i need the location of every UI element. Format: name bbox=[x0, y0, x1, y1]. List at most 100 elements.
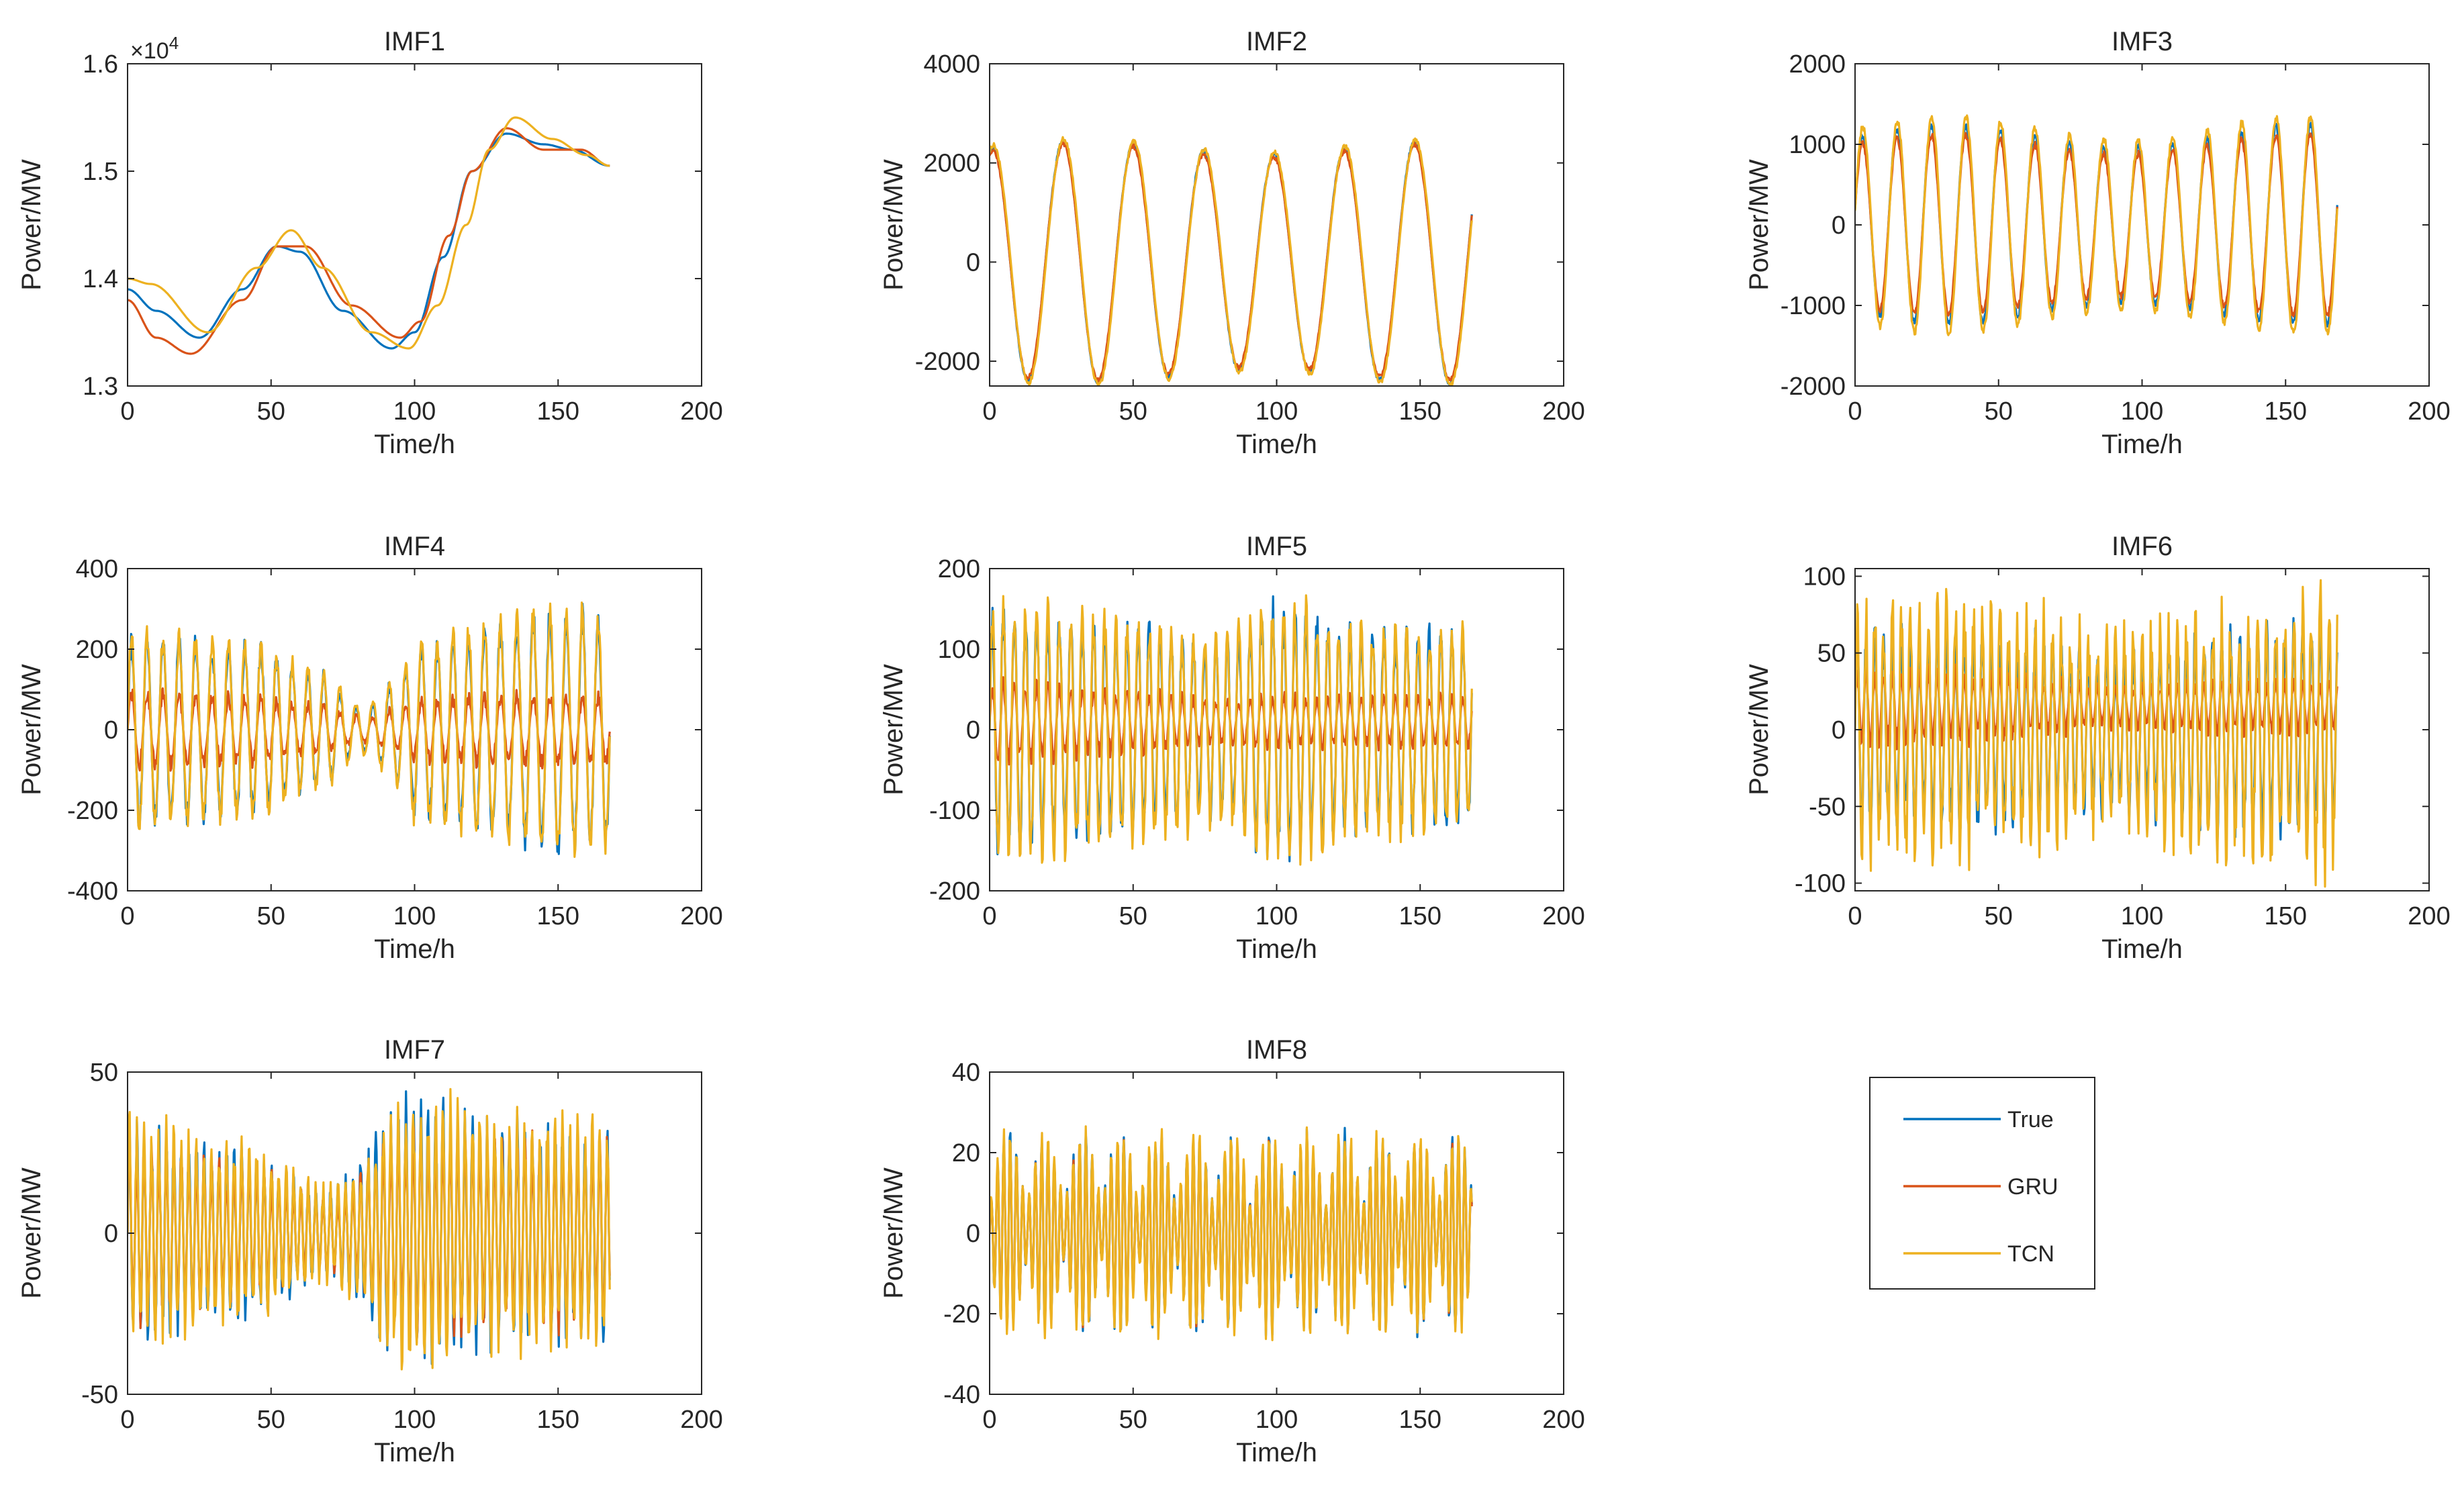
y-tick-label: 100 bbox=[1803, 563, 1846, 591]
legend-label-true: True bbox=[2007, 1107, 2054, 1132]
y-tick-label: 2000 bbox=[1789, 50, 1846, 79]
chart-title: IMF2 bbox=[1246, 27, 1307, 56]
axis-exponent-label: ×104 bbox=[130, 33, 179, 64]
y-tick-label: -2000 bbox=[915, 348, 980, 376]
y-tick-label: 1.5 bbox=[83, 158, 118, 186]
x-tick-label: 200 bbox=[680, 397, 722, 426]
y-tick-label: 1.3 bbox=[83, 373, 118, 401]
series-group bbox=[990, 1125, 1473, 1341]
x-tick-label: 100 bbox=[1255, 1406, 1298, 1434]
y-tick-label: -200 bbox=[929, 877, 980, 906]
subplot-imf6: 0 50 100 150 200 -100 -50 0 50 100 IMF6 Time/h Power… bbox=[1744, 532, 2451, 964]
y-tick-label: 0 bbox=[104, 716, 118, 744]
series-group bbox=[128, 116, 610, 355]
chart-title: IMF5 bbox=[1246, 532, 1307, 561]
chart-title: IMF4 bbox=[384, 532, 445, 561]
x-tick-label: 200 bbox=[680, 902, 722, 930]
x-tick-label: 50 bbox=[1985, 902, 2013, 930]
y-tick-label: 50 bbox=[1817, 640, 1846, 668]
series-line-tcn bbox=[128, 116, 610, 350]
x-tick-label: 150 bbox=[537, 1406, 579, 1434]
y-tick-label: 4000 bbox=[923, 50, 980, 79]
x-axis-label: Time/h bbox=[374, 934, 455, 964]
y-tick-label: 20 bbox=[952, 1139, 980, 1167]
y-tick-label: -50 bbox=[1809, 793, 1846, 821]
x-tick-label: 100 bbox=[2121, 397, 2163, 426]
plot-area bbox=[128, 64, 702, 386]
x-tick-label: 0 bbox=[1848, 397, 1862, 426]
series-group bbox=[128, 601, 611, 858]
subplot-imf4: 0 50 100 150 200 -400 -200 0 200 400 IMF4 Time/h Pow… bbox=[17, 532, 723, 964]
x-tick-label: 150 bbox=[2265, 902, 2307, 930]
series-group bbox=[128, 1088, 611, 1371]
chart-title: IMF6 bbox=[2112, 532, 2173, 561]
x-tick-label: 50 bbox=[1119, 397, 1147, 426]
x-tick-label: 0 bbox=[982, 902, 996, 930]
plot-area bbox=[128, 569, 702, 891]
y-axis-label: Power/MW bbox=[879, 159, 908, 291]
subplot-imf3: 0 50 100 150 200 -2000 -1000 0 1000 2000 IMF3 Time/… bbox=[1744, 27, 2451, 459]
x-tick-label: 200 bbox=[2408, 397, 2450, 426]
x-tick-label: 0 bbox=[1848, 902, 1862, 930]
y-tick-label: -1000 bbox=[1781, 292, 1846, 320]
x-tick-label: 100 bbox=[1255, 902, 1298, 930]
x-tick-label: 50 bbox=[257, 1406, 285, 1434]
subplot-imf1: 0 50 100 150 200 1.3 1.4 1.5 1.6 IMF1 Time/h Power/… bbox=[17, 27, 723, 459]
x-tick-label: 100 bbox=[2121, 902, 2163, 930]
x-tick-label: 0 bbox=[120, 902, 134, 930]
x-axis-label: Time/h bbox=[2101, 430, 2183, 459]
series-line-tcn bbox=[990, 136, 1473, 386]
y-tick-label: 50 bbox=[90, 1059, 118, 1087]
x-axis-label: Time/h bbox=[2101, 934, 2183, 964]
series-line-tcn bbox=[990, 594, 1473, 866]
series-line-tcn bbox=[128, 1088, 611, 1371]
subplot-imf2: 0 50 100 150 200-2000020004000IMF2Time/hPowe… bbox=[879, 27, 1585, 459]
chart-title: IMF8 bbox=[1246, 1035, 1307, 1065]
x-tick-label: 0 bbox=[982, 1406, 996, 1434]
x-axis-label: Time/h bbox=[374, 1438, 455, 1467]
y-tick-label: 1000 bbox=[1789, 131, 1846, 159]
x-axis-label: Time/h bbox=[1236, 1438, 1317, 1467]
exponent-power: 4 bbox=[169, 33, 179, 53]
y-tick-label: -400 bbox=[67, 877, 118, 906]
subplot-imf5: 0 50 100 150 200 -200 -100 0 100 200 IMF5 Time/h Pow… bbox=[879, 532, 1585, 964]
y-tick-label: -40 bbox=[943, 1381, 980, 1409]
series-line-gru bbox=[128, 127, 610, 355]
legend-label-tcn: TCN bbox=[2007, 1241, 2054, 1267]
series-group bbox=[1855, 114, 2338, 336]
series-line-tcn bbox=[1855, 114, 2338, 336]
x-tick-label: 50 bbox=[257, 397, 285, 426]
exponent-base: ×10 bbox=[130, 38, 169, 64]
y-tick-label: -200 bbox=[67, 797, 118, 825]
x-axis-label: Time/h bbox=[374, 430, 455, 459]
x-axis-label: Time/h bbox=[1236, 430, 1317, 459]
y-tick-label: 200 bbox=[938, 555, 980, 583]
y-tick-label: 400 bbox=[76, 555, 118, 583]
x-tick-label: 200 bbox=[2408, 902, 2450, 930]
legend: True GRU TCN bbox=[1869, 1077, 2095, 1290]
chart-title: IMF3 bbox=[2112, 27, 2173, 56]
y-tick-label: -100 bbox=[929, 797, 980, 825]
x-tick-label: 200 bbox=[680, 1406, 722, 1434]
series-line-tcn bbox=[128, 601, 611, 858]
y-tick-label: 0 bbox=[1832, 211, 1846, 240]
y-tick-label: 1.6 bbox=[83, 50, 118, 79]
y-tick-label: 0 bbox=[966, 716, 980, 744]
x-axis-label: Time/h bbox=[1236, 934, 1317, 964]
series-group bbox=[990, 594, 1473, 866]
series-line-tcn bbox=[990, 1125, 1473, 1341]
y-tick-label: 40 bbox=[952, 1059, 980, 1087]
y-tick-label: -50 bbox=[81, 1381, 118, 1409]
y-tick-label: 0 bbox=[1832, 716, 1846, 744]
series-line-tcn bbox=[1855, 579, 2338, 888]
legend-label-gru: GRU bbox=[2007, 1174, 2058, 1200]
x-tick-label: 0 bbox=[982, 397, 996, 426]
x-tick-label: 0 bbox=[120, 1406, 134, 1434]
x-tick-label: 100 bbox=[1255, 397, 1298, 426]
x-tick-label: 150 bbox=[1399, 902, 1441, 930]
y-tick-label: 0 bbox=[966, 1220, 980, 1248]
x-tick-label: 100 bbox=[393, 902, 436, 930]
y-axis-label: Power/MW bbox=[1744, 159, 1774, 291]
y-tick-label: 2000 bbox=[923, 150, 980, 178]
